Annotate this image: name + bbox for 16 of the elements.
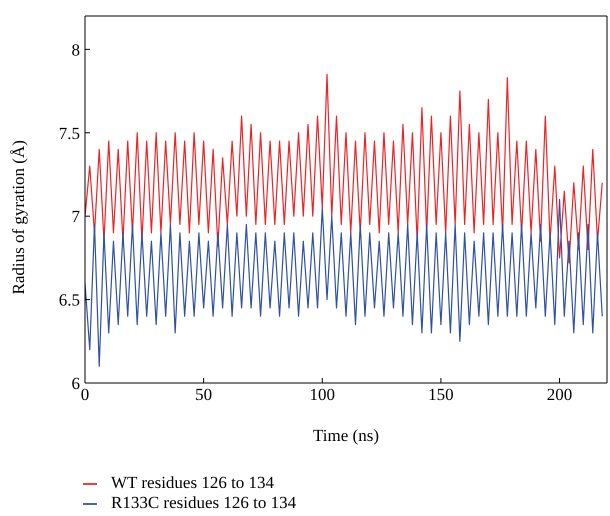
y-axis-title: Radius of gyration (Å): [9, 140, 28, 294]
legend-label: R133C residues 126 to 134: [111, 493, 296, 512]
legend-label: WT residues 126 to 134: [111, 473, 274, 492]
y-tick-label: 6: [72, 374, 80, 394]
y-tick-label: 7: [72, 207, 80, 226]
y-tick-label: 6.5: [58, 290, 80, 310]
line-series: [85, 198, 603, 367]
x-tick-label: 100: [310, 385, 336, 404]
x-tick-label: 50: [195, 385, 212, 404]
x-tick-label: 200: [546, 385, 572, 404]
y-tick-label: 8: [72, 40, 80, 60]
line-series: [85, 74, 603, 264]
x-tick-label: 0: [80, 385, 90, 404]
y-tick-label: 7.5: [58, 124, 80, 143]
x-tick-label: 150: [428, 385, 454, 404]
x-axis-title: Time (ns): [313, 426, 379, 445]
